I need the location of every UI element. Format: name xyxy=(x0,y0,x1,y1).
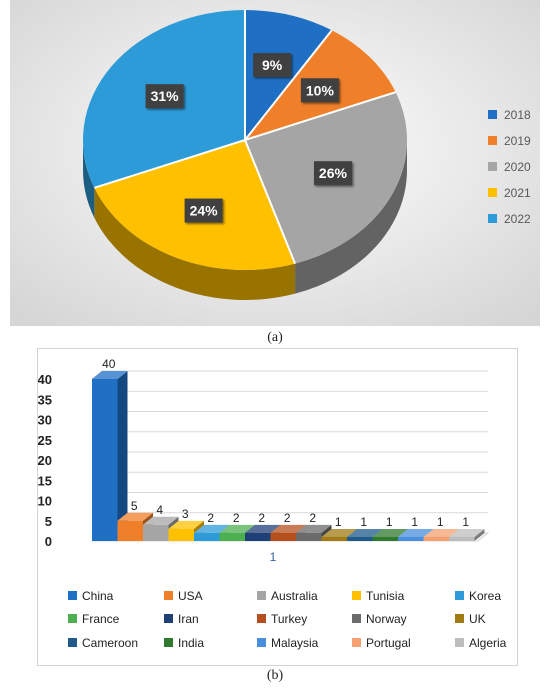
pie-side-2021 xyxy=(94,187,296,301)
legend-label-France: France xyxy=(82,612,120,626)
bar-China xyxy=(92,371,128,541)
bar-value-label-Tunisia: 3 xyxy=(182,507,189,521)
x-tick-label: 1 xyxy=(270,550,277,564)
bars xyxy=(92,371,485,541)
svg-text:26%: 26% xyxy=(319,165,348,181)
legend-swatch-China xyxy=(68,591,77,600)
bar-legend: China USA Australia Tunisia Korea France Iran T… xyxy=(68,589,507,650)
pie-label-2021: 24% xyxy=(184,198,223,223)
legend-swatch-Cameroon xyxy=(68,638,77,647)
bar-value-label-USA: 5 xyxy=(131,499,138,513)
bar-value-label-Portugal: 1 xyxy=(437,515,444,529)
bar-value-label-Iran: 2 xyxy=(258,511,265,525)
legend-swatch-France xyxy=(68,614,77,623)
legend-label-Malaysia: Malaysia xyxy=(271,636,319,650)
bar-value-label-UK: 1 xyxy=(335,515,342,529)
bar-Australia xyxy=(143,516,179,541)
legend-swatch-Malaysia xyxy=(257,638,266,647)
y-tick-label: 0 xyxy=(45,534,52,549)
legend-swatch-USA xyxy=(164,591,173,600)
legend-label-2022: 2022 xyxy=(504,212,531,226)
bar-value-label-Australia: 4 xyxy=(156,503,163,517)
legend-label-2019: 2019 xyxy=(504,134,531,148)
svg-text:10%: 10% xyxy=(306,82,335,98)
bar-value-label-China: 40 xyxy=(102,357,116,371)
y-tick-label: 15 xyxy=(38,473,52,488)
bar-value-label-India: 1 xyxy=(386,515,393,529)
legend-label-USA: USA xyxy=(178,589,203,603)
caption-b: (b) xyxy=(266,668,284,683)
legend-label-Korea: Korea xyxy=(469,589,501,603)
legend-swatch-Algeria xyxy=(455,638,464,647)
legend-label-India: India xyxy=(178,636,204,650)
legend-label-Iran: Iran xyxy=(178,612,199,626)
bar-value-label-Korea: 2 xyxy=(207,511,214,525)
bar-Algeria xyxy=(449,528,485,541)
bar-value-label-Algeria: 1 xyxy=(462,515,469,529)
y-tick-label: 25 xyxy=(38,433,52,448)
legend-swatch-2022 xyxy=(488,214,497,223)
legend-swatch-Korea xyxy=(455,591,464,600)
pie-label-2019: 10% xyxy=(300,78,339,103)
legend-label-Algeria: Algeria xyxy=(469,636,507,650)
y-tick-label: 10 xyxy=(38,494,52,509)
legend-swatch-UK xyxy=(455,614,464,623)
legend-swatch-Norway xyxy=(352,614,361,623)
legend-label-Cameroon: Cameroon xyxy=(82,636,138,650)
legend-swatch-2019 xyxy=(488,136,497,145)
legend-label-2018: 2018 xyxy=(504,108,531,122)
pie-label-2022: 31% xyxy=(145,84,184,109)
legend-label-Portugal: Portugal xyxy=(366,636,411,650)
legend-label-China: China xyxy=(82,589,114,603)
legend-swatch-Turkey xyxy=(257,614,266,623)
bar-value-label-Malaysia: 1 xyxy=(411,515,418,529)
y-tick-label: 20 xyxy=(38,453,52,468)
svg-text:9%: 9% xyxy=(262,57,283,73)
legend-swatch-India xyxy=(164,638,173,647)
bar-value-label-Cameroon: 1 xyxy=(360,515,367,529)
caption-a: (a) xyxy=(267,330,283,345)
y-tick-label: 35 xyxy=(38,392,52,407)
legend-swatch-2021 xyxy=(488,188,497,197)
legend-swatch-Australia xyxy=(257,591,266,600)
legend-swatch-Tunisia xyxy=(352,591,361,600)
legend-swatch-Portugal xyxy=(352,638,361,647)
bar-chart: 0 5 10 15 20 25 30 35 40 40 5 4 3 2 2 2 2 2 1 1 1 1 1 1 1 China US… xyxy=(37,348,518,666)
pie-label-2018: 9% xyxy=(253,53,292,78)
bar-value-label-France: 2 xyxy=(233,511,240,525)
y-tick-label: 40 xyxy=(38,372,52,387)
bar-Tunisia xyxy=(168,520,204,541)
legend-label-UK: UK xyxy=(469,612,486,626)
y-tick-label: 30 xyxy=(38,413,52,428)
legend-swatch-Iran xyxy=(164,614,173,623)
pie-side-2022 xyxy=(83,140,95,218)
legend-label-Tunisia: Tunisia xyxy=(366,589,405,603)
pie-chart: 9% 10% 26% 24% 31% 2018 2019 2020 2021 2022 xyxy=(10,0,540,326)
y-tick-label: 5 xyxy=(45,514,52,529)
legend-label-2020: 2020 xyxy=(504,160,531,174)
legend-label-Norway: Norway xyxy=(366,612,407,626)
legend-label-Australia: Australia xyxy=(271,589,318,603)
pie-legend: 2018 2019 2020 2021 2022 xyxy=(488,108,531,226)
pie-label-2020: 26% xyxy=(313,161,352,186)
legend-swatch-2018 xyxy=(488,110,497,119)
legend-swatch-2020 xyxy=(488,162,497,171)
legend-label-Turkey: Turkey xyxy=(271,612,307,626)
bar-value-label-Norway: 2 xyxy=(309,511,316,525)
legend-label-2021: 2021 xyxy=(504,186,531,200)
pie-side-2020 xyxy=(295,140,407,294)
svg-text:31%: 31% xyxy=(151,88,180,104)
svg-text:24%: 24% xyxy=(190,203,219,219)
bar-value-label-Turkey: 2 xyxy=(284,511,291,525)
